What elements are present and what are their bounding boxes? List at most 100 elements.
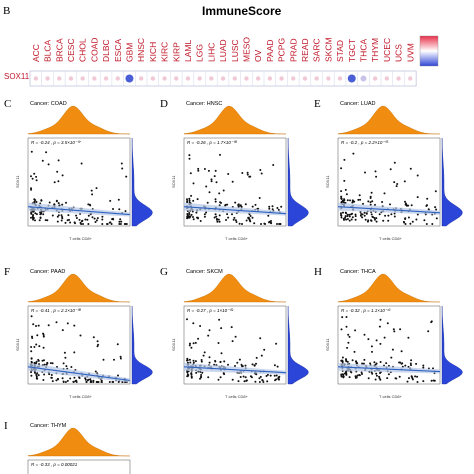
data-point — [30, 357, 33, 360]
data-point — [375, 362, 378, 365]
data-point — [416, 174, 419, 177]
correlation-dot — [57, 76, 62, 81]
data-point — [370, 191, 373, 194]
data-point — [85, 381, 88, 383]
data-point — [66, 379, 69, 382]
data-point — [33, 201, 36, 204]
correlation-dot — [279, 76, 284, 81]
data-point — [217, 342, 220, 344]
data-point — [342, 200, 345, 203]
cancer-title: Cancer: SKCM — [186, 269, 223, 275]
data-point — [67, 214, 70, 217]
data-point — [410, 359, 413, 362]
y-axis-label: SOX11 — [325, 338, 330, 351]
data-point — [389, 168, 392, 171]
data-point — [94, 221, 97, 223]
data-point — [227, 216, 230, 219]
panel-letter: F — [4, 266, 10, 278]
data-point — [42, 332, 45, 335]
data-point — [84, 218, 87, 221]
data-point — [42, 346, 45, 349]
data-point — [422, 364, 425, 367]
data-point — [38, 219, 41, 222]
data-point — [35, 362, 38, 365]
data-point — [113, 358, 115, 361]
data-point — [370, 213, 373, 216]
data-point — [371, 200, 374, 203]
data-point — [276, 223, 278, 225]
data-point — [222, 189, 225, 192]
data-point — [348, 376, 351, 379]
data-point — [265, 375, 268, 377]
data-point — [345, 325, 348, 328]
data-point — [74, 380, 77, 382]
data-point — [375, 374, 378, 377]
cancer-code-label: HNSC — [136, 38, 146, 62]
data-point — [371, 372, 374, 375]
data-point — [195, 371, 198, 374]
data-point — [375, 217, 378, 220]
data-point — [375, 339, 378, 342]
cancer-code-label: BLCA — [43, 39, 53, 62]
data-point — [119, 355, 122, 358]
data-point — [341, 316, 344, 319]
data-point — [43, 363, 46, 366]
data-point — [226, 213, 229, 216]
data-point — [57, 378, 59, 381]
cancer-code-label: LIHC — [206, 43, 216, 62]
data-point — [231, 180, 234, 183]
data-point — [42, 335, 45, 338]
data-point — [279, 223, 282, 225]
data-point — [214, 213, 217, 216]
data-point — [359, 214, 362, 217]
data-point — [342, 373, 345, 376]
correlation-dot — [45, 76, 50, 81]
data-point — [194, 360, 197, 363]
data-point — [192, 359, 195, 362]
data-point — [51, 380, 54, 383]
data-point — [249, 215, 252, 217]
data-point — [404, 203, 407, 206]
data-point — [190, 346, 193, 349]
data-point — [249, 175, 252, 178]
panel-letter: D — [160, 98, 168, 110]
data-point — [238, 358, 241, 361]
data-point — [346, 199, 349, 202]
regression-line — [27, 366, 131, 382]
cancer-code-label: UVM — [405, 43, 415, 62]
data-point — [375, 220, 378, 223]
right-density — [441, 137, 463, 227]
data-point — [340, 212, 342, 215]
data-point — [207, 376, 210, 379]
cancer-title: Cancer: HNSC — [186, 101, 222, 107]
y-axis-label: SOX11 — [15, 175, 20, 188]
top-density — [183, 273, 287, 303]
data-point — [32, 210, 35, 213]
data-point — [35, 213, 38, 216]
data-point — [186, 213, 189, 215]
data-point — [91, 193, 94, 196]
y-axis-label: SOX11 — [15, 338, 20, 351]
data-point — [347, 341, 350, 344]
data-point — [189, 342, 191, 345]
data-point — [190, 213, 193, 216]
data-point — [64, 356, 67, 359]
y-axis-label: SOX11 — [325, 175, 330, 188]
data-point — [65, 201, 67, 204]
data-point — [267, 214, 270, 217]
data-point — [46, 219, 49, 222]
panel-b-title: ImmuneScore — [202, 4, 282, 18]
correlation-dot — [372, 76, 378, 81]
data-point — [427, 330, 430, 333]
data-point — [341, 356, 344, 359]
data-point — [87, 203, 90, 206]
data-point — [192, 342, 195, 345]
data-point — [55, 321, 58, 324]
data-point — [407, 336, 410, 339]
data-point — [117, 198, 120, 201]
data-point — [200, 376, 203, 379]
data-point — [79, 334, 82, 337]
data-point — [386, 322, 389, 325]
data-point — [234, 201, 237, 204]
